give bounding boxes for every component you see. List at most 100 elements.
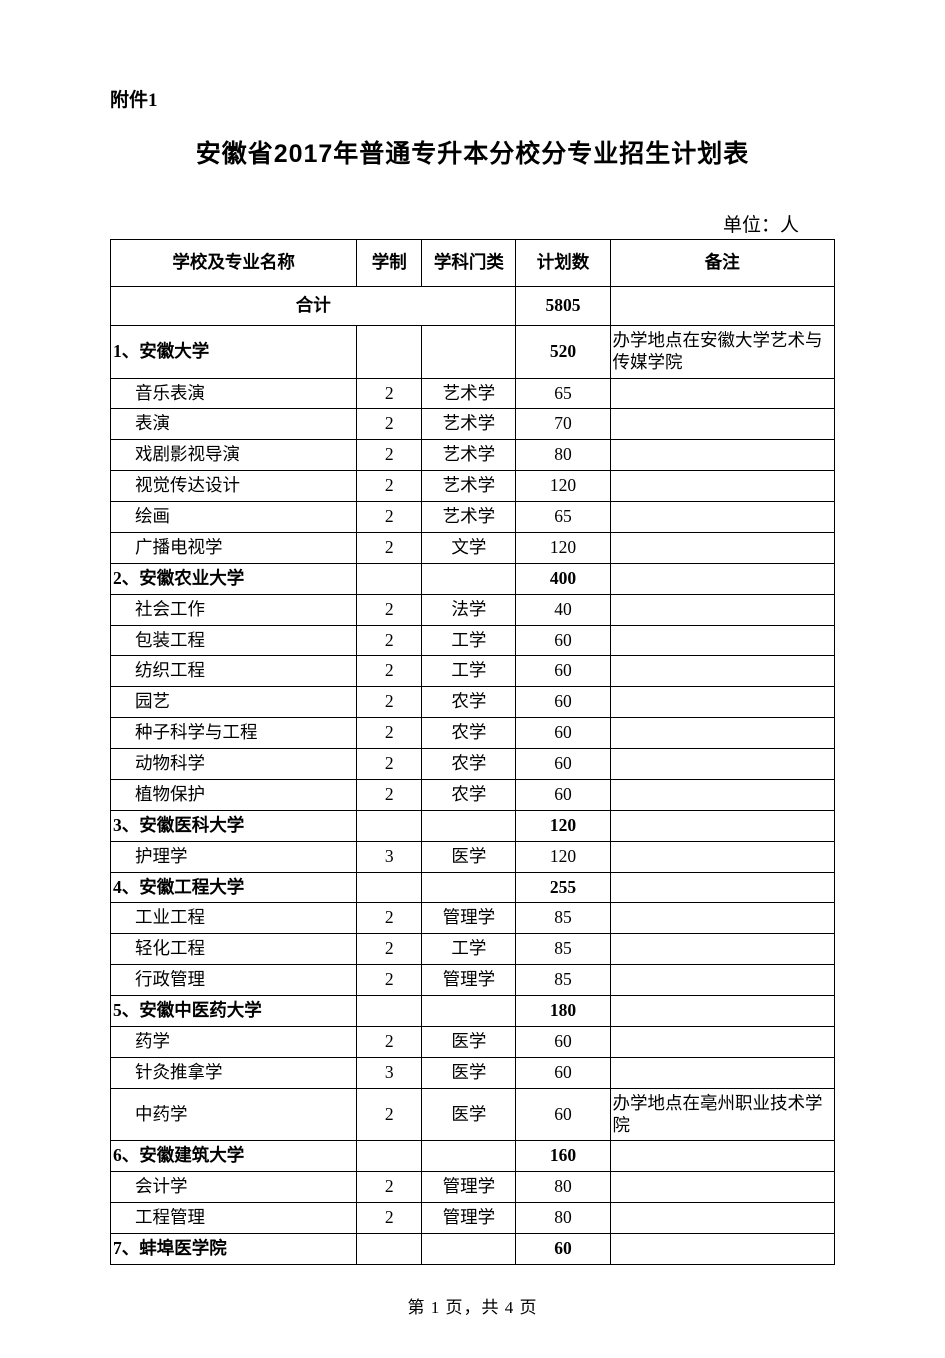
cell-category: 农学 [422,749,516,780]
cell-count: 60 [516,1057,610,1088]
major-name: 绘画 [111,502,357,533]
cell-note [610,872,834,903]
cell-note [610,409,834,440]
school-name: 7、蚌埠医学院 [111,1234,357,1265]
cell-note [610,378,834,409]
cell-note [610,1203,834,1234]
cell-category: 管理学 [422,1172,516,1203]
cell-note [610,502,834,533]
cell-note [610,1172,834,1203]
cell-duration [357,1234,422,1265]
cell-duration: 2 [357,1203,422,1234]
cell-category: 农学 [422,687,516,718]
cell-note [610,1057,834,1088]
cell-duration: 2 [357,656,422,687]
cell-duration [357,563,422,594]
table-row: 中药学2医学60办学地点在亳州职业技术学院 [111,1088,835,1141]
col-duration: 学制 [357,240,422,287]
cell-count: 80 [516,1203,610,1234]
school-name: 6、安徽建筑大学 [111,1141,357,1172]
cell-count: 120 [516,532,610,563]
table-row: 纺织工程2工学60 [111,656,835,687]
table-row: 2、安徽农业大学400 [111,563,835,594]
major-name: 植物保护 [111,779,357,810]
major-name: 行政管理 [111,965,357,996]
table-row: 园艺2农学60 [111,687,835,718]
table-header-row: 学校及专业名称 学制 学科门类 计划数 备注 [111,240,835,287]
table-row: 表演2艺术学70 [111,409,835,440]
col-count: 计划数 [516,240,610,287]
cell-note [610,779,834,810]
cell-category: 工学 [422,625,516,656]
cell-category [422,810,516,841]
cell-duration: 2 [357,471,422,502]
cell-category [422,325,516,378]
table-body: 合计 5805 1、安徽大学520办学地点在安徽大学艺术与传媒学院音乐表演2艺术… [111,286,835,1264]
cell-count: 60 [516,1234,610,1265]
cell-note [610,1234,834,1265]
cell-category: 工学 [422,656,516,687]
cell-count: 80 [516,440,610,471]
table-row: 行政管理2管理学85 [111,965,835,996]
cell-duration [357,810,422,841]
total-note [610,286,834,325]
cell-count: 85 [516,903,610,934]
total-value: 5805 [516,286,610,325]
cell-count: 60 [516,779,610,810]
cell-note [610,471,834,502]
table-row: 戏剧影视导演2艺术学80 [111,440,835,471]
major-name: 药学 [111,1026,357,1057]
cell-note [610,841,834,872]
cell-duration: 3 [357,1057,422,1088]
cell-duration [357,996,422,1027]
col-note: 备注 [610,240,834,287]
table-row: 包装工程2工学60 [111,625,835,656]
cell-duration: 2 [357,903,422,934]
table-row: 5、安徽中医药大学180 [111,996,835,1027]
cell-duration: 2 [357,718,422,749]
major-name: 动物科学 [111,749,357,780]
table-row: 视觉传达设计2艺术学120 [111,471,835,502]
cell-duration: 2 [357,779,422,810]
cell-count: 60 [516,718,610,749]
cell-category: 艺术学 [422,409,516,440]
cell-note [610,1026,834,1057]
cell-count: 70 [516,409,610,440]
major-name: 轻化工程 [111,934,357,965]
cell-count: 85 [516,934,610,965]
major-name: 工程管理 [111,1203,357,1234]
cell-duration: 2 [357,749,422,780]
cell-count: 80 [516,1172,610,1203]
cell-count: 60 [516,625,610,656]
cell-duration: 2 [357,440,422,471]
cell-category: 医学 [422,1088,516,1141]
cell-note [610,934,834,965]
cell-category: 农学 [422,718,516,749]
cell-count: 520 [516,325,610,378]
cell-duration: 2 [357,1172,422,1203]
cell-count: 60 [516,1088,610,1141]
school-name: 1、安徽大学 [111,325,357,378]
major-name: 戏剧影视导演 [111,440,357,471]
school-name: 5、安徽中医药大学 [111,996,357,1027]
cell-count: 400 [516,563,610,594]
cell-count: 40 [516,594,610,625]
table-row: 7、蚌埠医学院 60 [111,1234,835,1265]
table-row: 4、安徽工程大学255 [111,872,835,903]
cell-note [610,656,834,687]
cell-duration: 2 [357,502,422,533]
table-row: 动物科学2农学60 [111,749,835,780]
plan-table: 学校及专业名称 学制 学科门类 计划数 备注 合计 5805 1、安徽大学520… [110,239,835,1265]
cell-note [610,749,834,780]
table-row: 广播电视学2文学120 [111,532,835,563]
major-name: 工业工程 [111,903,357,934]
cell-duration [357,1141,422,1172]
cell-note [610,594,834,625]
cell-category: 农学 [422,779,516,810]
table-row: 轻化工程2工学85 [111,934,835,965]
cell-category [422,996,516,1027]
cell-count: 120 [516,471,610,502]
cell-duration [357,325,422,378]
cell-category: 艺术学 [422,502,516,533]
page-title: 安徽省2017年普通专升本分校分专业招生计划表 [110,134,835,170]
